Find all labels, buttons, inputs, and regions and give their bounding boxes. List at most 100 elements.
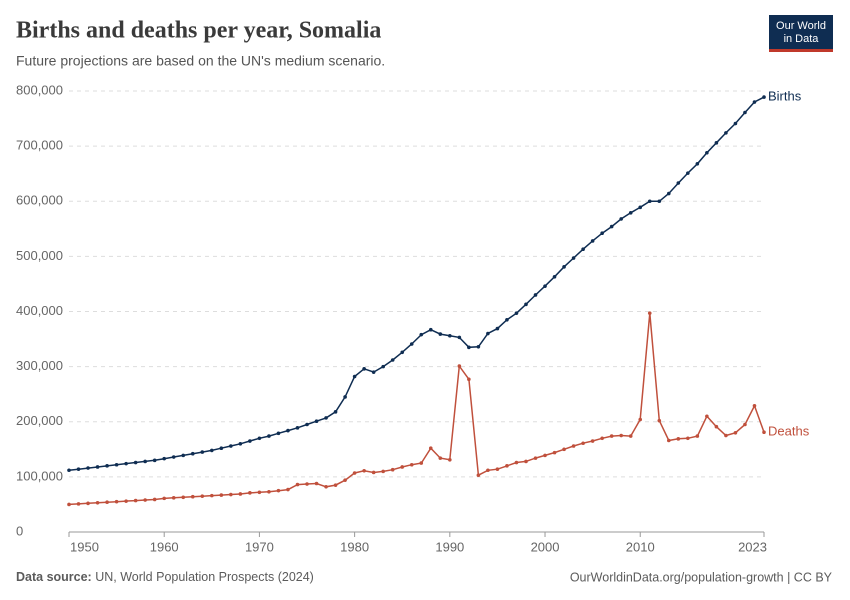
point [95,465,100,469]
point [733,430,738,435]
point [419,461,424,465]
point [486,468,490,473]
point [609,224,614,229]
point [67,468,71,473]
point [95,500,100,505]
point [390,358,395,362]
series-line [68,313,765,506]
logo-bar[interactable] [769,49,833,52]
point [248,491,252,495]
series-label: Deaths [768,424,810,439]
point [676,181,681,185]
point [438,332,443,336]
point [762,430,766,435]
point [666,438,671,443]
point [162,496,167,501]
point [638,417,643,422]
source-url[interactable]: OurWorldinData.org/population-growth | C… [570,570,833,584]
point [533,293,538,297]
point [257,436,262,441]
point [743,110,747,115]
point [352,471,357,475]
point [181,453,186,458]
point [286,428,290,433]
point [200,494,205,498]
x-tick-label: 1970 [245,539,274,554]
y-tick-label: 600,000 [16,193,63,208]
point [714,141,719,145]
point [295,426,300,430]
point [333,410,338,414]
point [619,433,623,438]
point [238,442,243,446]
point [714,424,719,429]
point [695,434,700,438]
point [362,367,366,371]
point [86,501,90,506]
point [105,500,109,505]
point [343,395,347,399]
point [181,495,186,500]
point [324,416,328,420]
x-tick-label: 1990 [435,539,464,554]
point [705,150,709,155]
point [467,377,471,382]
point [695,161,700,166]
logo-text[interactable]: Our World [776,20,826,32]
point [467,345,471,350]
point [552,274,557,279]
point [124,461,128,466]
point [619,217,623,221]
logo[interactable]: Our World in Data [769,15,833,52]
point [752,403,757,408]
point [305,422,309,427]
point [76,467,81,471]
chart-title: Births and deaths per year, Somalia [16,18,381,44]
x-tick-label: 1980 [340,539,369,554]
point [200,450,205,454]
point [448,333,452,338]
point [238,492,243,496]
series-label: Births [768,89,802,104]
point [143,459,147,464]
point [600,231,604,236]
source: Data source: UN, World Population Prospe… [16,570,314,584]
point [400,465,405,469]
x-tick-label: 2010 [626,539,655,554]
point [381,364,385,369]
point [533,456,538,460]
point [590,439,595,443]
y-tick-label: 300,000 [16,358,63,373]
point [133,498,138,503]
source-label: Data source: [16,570,92,584]
point [562,447,566,452]
point [152,458,157,463]
point [67,502,71,507]
x-tick-label: 1960 [150,539,179,554]
point [571,256,576,260]
point [333,483,338,487]
point [219,446,224,451]
point [724,433,728,438]
point [457,364,462,368]
point [514,460,519,465]
point [448,457,452,462]
point [210,448,214,453]
point [229,444,233,448]
point [724,131,728,135]
y-tick-label: 0 [16,523,23,538]
x-tick-label: 2000 [531,539,560,554]
point [495,326,500,331]
point [428,327,433,332]
point [267,489,271,494]
point [400,350,405,355]
point [752,100,757,104]
point [571,444,576,448]
point [438,456,443,460]
logo-text[interactable]: in Data [784,33,820,45]
point [686,436,690,441]
logo-box[interactable] [769,15,833,49]
point [390,467,395,472]
point [76,502,81,506]
